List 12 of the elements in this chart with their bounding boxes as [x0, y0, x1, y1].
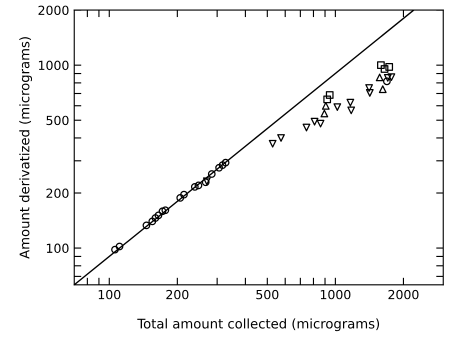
y-tick-label: 500 [46, 116, 69, 126]
x-tick-label: 1000 [320, 290, 350, 300]
y-tick-label: 2000 [38, 6, 69, 16]
y-tick-label: 200 [46, 188, 69, 198]
x-tick-label: 2000 [388, 290, 419, 300]
y-tick-label: 100 [46, 244, 69, 253]
y-axis-title: Amount derivatized (micrograms) [19, 37, 32, 259]
x-tick-label: 500 [256, 290, 278, 300]
y-tick-label: 1000 [38, 60, 69, 70]
x-tick-label: 200 [166, 290, 188, 300]
x-axis-title: Total amount collected (micrograms) [137, 318, 380, 332]
x-tick-label: 100 [98, 290, 120, 300]
